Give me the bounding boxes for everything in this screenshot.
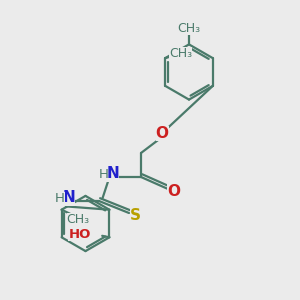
Text: CH₃: CH₃ xyxy=(177,22,201,35)
Text: N: N xyxy=(63,190,75,206)
Text: N: N xyxy=(106,167,119,182)
Text: CH₃: CH₃ xyxy=(67,213,90,226)
Text: H: H xyxy=(55,191,65,205)
Text: O: O xyxy=(167,184,180,199)
Text: CH₃: CH₃ xyxy=(169,47,192,60)
Text: HO: HO xyxy=(68,228,91,242)
Text: O: O xyxy=(155,126,169,141)
Text: S: S xyxy=(130,208,140,224)
Text: H: H xyxy=(99,167,108,181)
